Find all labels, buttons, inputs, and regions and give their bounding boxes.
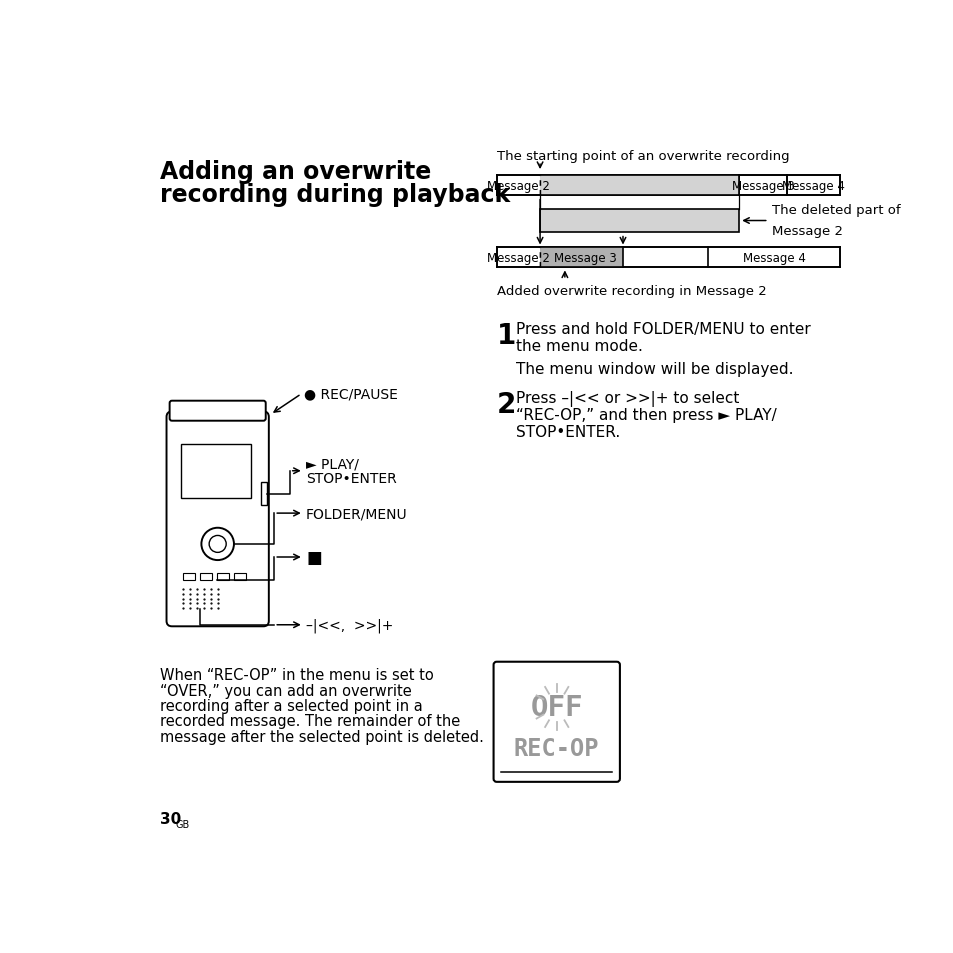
Text: FOLDER/MENU: FOLDER/MENU	[306, 507, 407, 520]
Text: Message 2: Message 2	[486, 179, 549, 193]
Text: Message 3: Message 3	[731, 179, 794, 193]
Circle shape	[201, 528, 233, 560]
Text: GB: GB	[174, 819, 189, 829]
Text: the menu mode.: the menu mode.	[516, 338, 642, 354]
Bar	[181, 444, 251, 498]
Text: STOP•ENTER: STOP•ENTER	[306, 471, 396, 485]
Text: ► PLAY/: ► PLAY/	[306, 457, 358, 472]
Text: ● REC/PAUSE: ● REC/PAUSE	[303, 387, 397, 400]
Bar	[199, 574, 212, 580]
Text: “REC-OP,” and then press ► PLAY/: “REC-OP,” and then press ► PLAY/	[516, 408, 776, 422]
Text: The deleted part of: The deleted part of	[771, 204, 900, 216]
Bar	[261, 483, 267, 506]
Text: recording during playback: recording during playback	[159, 183, 509, 207]
Text: Message 3: Message 3	[554, 252, 617, 265]
Text: ■: ■	[306, 548, 321, 566]
Text: Press and hold FOLDER/MENU to enter: Press and hold FOLDER/MENU to enter	[516, 321, 810, 336]
Text: 1: 1	[497, 321, 516, 349]
FancyBboxPatch shape	[170, 401, 266, 421]
Text: Message 4: Message 4	[781, 179, 844, 193]
FancyBboxPatch shape	[167, 412, 269, 627]
Text: REC-OP: REC-OP	[514, 737, 598, 760]
Text: “OVER,” you can add an overwrite: “OVER,” you can add an overwrite	[159, 682, 411, 698]
Text: recorded message. The remainder of the: recorded message. The remainder of the	[159, 714, 459, 728]
Bar	[216, 574, 229, 580]
Text: Press –|<< or >>|+ to select: Press –|<< or >>|+ to select	[516, 391, 739, 407]
Text: Message 2: Message 2	[771, 224, 841, 237]
Text: STOP•ENTER.: STOP•ENTER.	[516, 424, 619, 439]
Text: 30: 30	[159, 812, 181, 826]
Circle shape	[209, 536, 226, 553]
Text: The menu window will be displayed.: The menu window will be displayed.	[516, 361, 793, 376]
Text: Message 4: Message 4	[741, 252, 804, 265]
Text: Adding an overwrite: Adding an overwrite	[159, 160, 431, 184]
Text: message after the selected point is deleted.: message after the selected point is dele…	[159, 729, 483, 744]
Text: The starting point of an overwrite recording: The starting point of an overwrite recor…	[497, 150, 788, 163]
Bar	[539, 176, 739, 196]
Bar	[233, 574, 246, 580]
Bar	[539, 210, 739, 233]
Text: 2: 2	[497, 391, 516, 418]
Text: OFF: OFF	[530, 693, 582, 721]
Text: Message 2: Message 2	[486, 252, 549, 265]
Text: When “REC-OP” in the menu is set to: When “REC-OP” in the menu is set to	[159, 667, 433, 682]
Bar	[183, 574, 195, 580]
Text: Added overwrite recording in Message 2: Added overwrite recording in Message 2	[497, 284, 765, 297]
Text: –|<<,  >>|+: –|<<, >>|+	[306, 618, 393, 633]
Text: recording after a selected point in a: recording after a selected point in a	[159, 699, 422, 713]
FancyBboxPatch shape	[493, 662, 619, 782]
Bar	[539, 248, 622, 268]
